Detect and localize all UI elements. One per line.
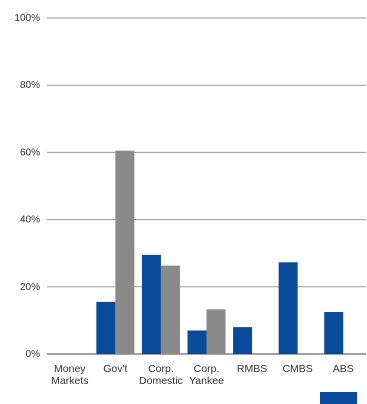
x-category-label: Gov't [103,363,127,375]
x-category-label: Corp. Domestic [139,363,183,387]
y-axis-tick-labels: 0% 20% 40% 60% 80% 100% [14,13,40,360]
y-tick-label: 100% [14,13,40,24]
bar-series-2 [115,150,135,354]
y-tick-label: 60% [20,147,40,158]
bar-series-1 [233,327,253,354]
bars [96,150,344,354]
bar-series-2 [160,265,180,354]
bar-series-1 [187,330,207,354]
legend-swatch [320,392,357,404]
bar-series-2 [206,309,226,354]
y-tick-label: 20% [20,282,40,293]
gridlines [47,17,366,355]
bar-series-1 [278,262,298,354]
x-category-label: Corp. Yankee [189,363,224,387]
y-tick-label: 80% [20,80,40,91]
bar-series-1 [141,254,161,354]
y-tick-label: 0% [26,349,41,360]
x-category-label: Money Markets [51,363,88,387]
x-category-label: CMBS [282,363,312,375]
bar-series-1 [324,312,344,354]
x-category-label: RMBS [237,363,267,375]
bar-series-1 [96,301,116,354]
x-category-label: ABS [333,363,354,375]
y-tick-label: 40% [20,215,40,226]
